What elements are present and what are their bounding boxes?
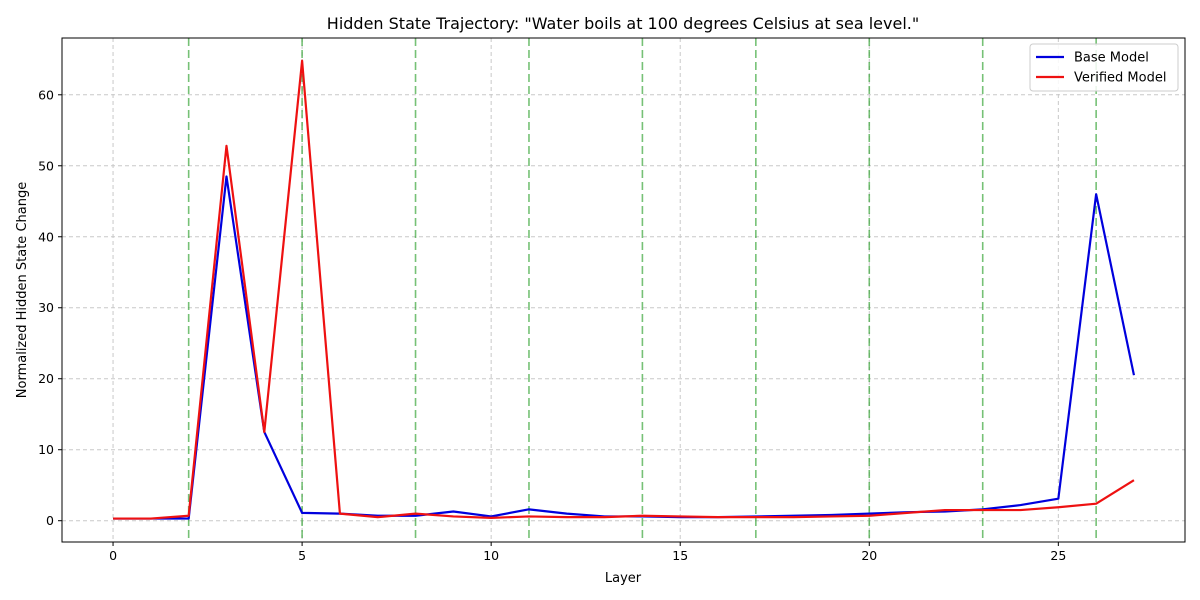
series-lines <box>113 59 1136 520</box>
legend: Base Model Verified Model <box>1029 43 1179 92</box>
vertical-markers <box>187 38 1097 542</box>
y-tick-label: 20 <box>38 371 54 386</box>
x-tick-label: 20 <box>861 548 877 563</box>
x-axis-label: Layer <box>605 571 642 586</box>
y-tick-label: 40 <box>38 229 54 244</box>
y-tick-label: 60 <box>38 87 54 102</box>
x-tick-label: 10 <box>483 548 499 563</box>
y-tick-label: 30 <box>38 300 54 315</box>
legend-box <box>1029 43 1179 92</box>
y-tick-label: 10 <box>38 442 54 457</box>
y-tick-label: 0 <box>46 513 54 528</box>
legend-entry: Verified Model <box>1074 71 1166 86</box>
series-line-verified-model <box>113 59 1135 520</box>
legend-entry: Base Model <box>1074 51 1149 66</box>
x-tick-label: 5 <box>298 548 306 563</box>
axis-ticks: 0 5 10 15 20 25 0 10 20 30 40 50 60 <box>38 87 1066 563</box>
y-tick-label: 50 <box>38 158 54 173</box>
plot-frame <box>61 37 1186 543</box>
chart-title: Hidden State Trajectory: "Water boils at… <box>327 14 919 33</box>
x-tick-label: 15 <box>672 548 688 563</box>
x-tick-label: 0 <box>109 548 117 563</box>
y-axis-label: Normalized Hidden State Change <box>15 182 30 398</box>
x-tick-label: 25 <box>1050 548 1066 563</box>
